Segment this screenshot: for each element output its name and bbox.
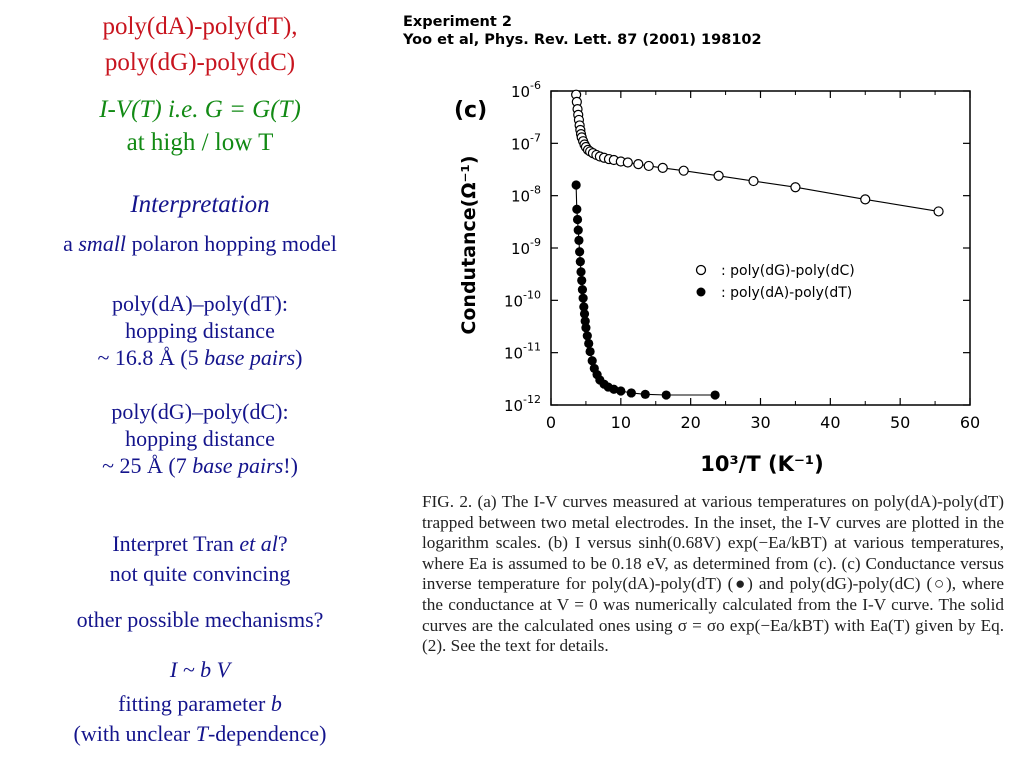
data-point-at: [578, 293, 588, 303]
x-axis-label: 10³/T (K⁻¹): [700, 452, 823, 476]
tran-et-al: et al: [239, 531, 278, 556]
experiment-title: Experiment 2: [403, 14, 512, 30]
at-base-pairs: base pairs: [204, 345, 296, 370]
x-tick-label: 40: [820, 413, 840, 432]
at-distance: ~ 16.8 Å (5: [97, 345, 199, 370]
data-point-gc: [657, 162, 668, 173]
data-point-at: [576, 267, 586, 277]
data-point-gc: [713, 170, 724, 181]
legend-label-at: : poly(dA)-poly(dT): [721, 285, 852, 301]
model-rest: polaron hopping model: [131, 231, 337, 256]
data-point-at: [616, 386, 626, 396]
dep-t: T: [195, 721, 208, 746]
x-tick-label: 0: [546, 413, 556, 432]
tran-a: Interpret Tran: [112, 531, 234, 556]
y-tick-label: 10-11: [504, 341, 541, 363]
i-b-v: I ~ b V: [169, 657, 231, 682]
data-point-at: [581, 323, 591, 333]
data-point-at: [579, 309, 590, 319]
gc-base-pairs: base pairs: [192, 453, 284, 478]
data-point-at: [585, 346, 595, 357]
data-point-gc: [790, 182, 801, 193]
data-point-gc: [678, 165, 689, 176]
legend-filled-marker: [696, 287, 706, 297]
iv-line: I-V(T) i.e. G = G(T): [99, 96, 301, 123]
at-close: ): [295, 345, 303, 370]
x-tick-label: 50: [890, 413, 910, 432]
legend-label-gc: : poly(dG)-poly(dC): [721, 263, 855, 279]
gc-line-3: ~ 25 Å (7 base pairs!): [0, 452, 400, 479]
title-line-1: poly(dA)-poly(dT),: [102, 13, 298, 40]
figure-caption: FIG. 2. (a) The I-V curves measured at v…: [422, 492, 1004, 656]
t-dependence: (with unclear T-dependence): [0, 720, 400, 747]
title-line-2: poly(dG)-poly(dC): [104, 49, 296, 76]
plot-frame: [550, 90, 971, 406]
gc-line-1: poly(dG)–poly(dC):: [111, 399, 289, 424]
tran-line-2: not quite convincing: [109, 561, 291, 586]
data-point-at: [573, 225, 583, 235]
y-tick-label: 10-8: [511, 184, 541, 206]
dep-c: -dependence): [207, 721, 327, 746]
y-axis-label: Condutance(Ω⁻¹): [458, 155, 480, 334]
panel-label: (c): [454, 98, 487, 123]
data-point-gc: [643, 160, 654, 172]
tran-q: ?: [277, 531, 288, 556]
data-point-at: [575, 256, 585, 267]
data-point-at: [626, 388, 636, 398]
iv-line-2: at high / low T: [126, 129, 274, 156]
conductance-chart: 0 10 20 30 40 50 60 10-6 10-7 10-8 10-9 10-10 10-11…: [454, 79, 980, 476]
fit-a: fitting parameter: [118, 691, 266, 716]
data-point-at: [577, 275, 587, 286]
data-point-at: [574, 235, 584, 245]
data-point-at: [661, 390, 671, 400]
data-point-gc: [633, 159, 644, 170]
data-point-gc: [933, 206, 944, 217]
gc-close: !): [283, 453, 298, 478]
interpretation-heading: Interpretation: [130, 191, 270, 218]
fit-curve-at: [575, 184, 716, 396]
data-point-at: [571, 180, 581, 190]
y-tick-label: 10-6: [511, 79, 541, 101]
data-point-gc: [748, 175, 759, 187]
legend: : poly(dG)-poly(dC) : poly(dA)-poly(dT): [695, 263, 855, 301]
fit-curve-gc: [575, 94, 939, 212]
x-tick-label: 30: [750, 413, 770, 432]
y-tick-label: 10-7: [511, 131, 541, 153]
model-small: small: [78, 231, 127, 256]
data-point-at: [579, 302, 589, 312]
data-point-at: [609, 384, 619, 394]
model-a: a: [63, 231, 73, 256]
x-tick-label: 60: [960, 413, 980, 432]
at-line-2: hopping distance: [125, 318, 275, 343]
data-point-gc: [860, 194, 871, 205]
data-point-at: [582, 331, 592, 341]
experiment-header: Experiment 2 Yoo et al, Phys. Rev. Lett.…: [403, 13, 762, 49]
data-point-at: [572, 204, 582, 214]
data-point-at: [584, 338, 594, 349]
experiment-reference: Yoo et al, Phys. Rev. Lett. 87 (2001) 19…: [403, 32, 762, 48]
tran-line-1: Interpret Tran et al?: [0, 530, 400, 557]
other-mechanisms: other possible mechanisms?: [76, 607, 324, 632]
data-point-at: [575, 247, 585, 257]
legend-open-marker: [695, 264, 707, 276]
y-tick-label: 10-12: [504, 393, 541, 415]
gc-distance: ~ 25 Å (7: [102, 453, 187, 478]
data-point-at: [572, 214, 583, 225]
data-point-gc: [622, 157, 633, 168]
at-line-1: poly(dA)–poly(dT):: [112, 291, 288, 316]
data-point-at: [640, 389, 650, 399]
gc-line-2: hopping distance: [125, 426, 275, 451]
at-line-3: ~ 16.8 Å (5 base pairs): [0, 344, 400, 371]
x-tick-label: 20: [680, 413, 700, 432]
x-tick-label: 10: [611, 413, 631, 432]
dep-a: (with unclear: [73, 721, 191, 746]
fitting-parameter: fitting parameter b: [0, 690, 400, 717]
data-point-at: [577, 285, 588, 295]
data-point-at: [710, 390, 720, 400]
data-point-at: [587, 356, 597, 366]
y-tick-label: 10-9: [511, 236, 541, 258]
interpretation-model: a small polaron hopping model: [0, 230, 400, 257]
fit-b: b: [270, 691, 282, 716]
y-tick-label: 10-10: [504, 288, 541, 310]
